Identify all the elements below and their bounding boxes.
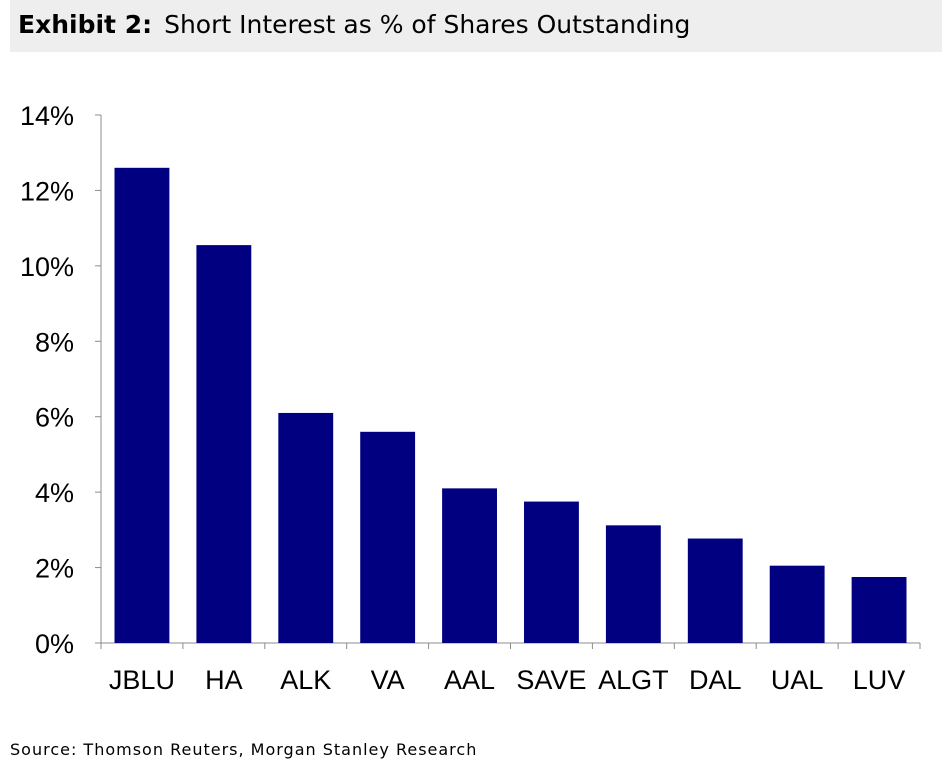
exhibit-label: Exhibit 2: bbox=[18, 10, 153, 39]
x-axis bbox=[100, 642, 921, 649]
bar-algt bbox=[605, 525, 661, 643]
x-tick-label: AAL bbox=[444, 665, 495, 695]
x-tick-label: HA bbox=[205, 665, 243, 695]
exhibit-header bbox=[10, 0, 942, 52]
x-tick-label: SAVE bbox=[516, 665, 586, 695]
bar-chart: 0% 2% 4% 6% 8% 10% 12% 14% JBLU HA ALK VA AAL SAVE AL… bbox=[20, 101, 921, 695]
bar-luv bbox=[851, 577, 907, 643]
x-tick-label: ALK bbox=[280, 665, 331, 695]
bar-alk bbox=[278, 412, 334, 643]
bar-jblu bbox=[114, 167, 170, 644]
x-tick-label: DAL bbox=[689, 665, 742, 695]
x-tick-label: ALGT bbox=[598, 665, 669, 695]
bar-va bbox=[360, 431, 416, 643]
bars bbox=[114, 167, 907, 644]
bar-ual bbox=[769, 565, 825, 643]
y-tick-label: 0% bbox=[35, 629, 74, 659]
x-tick-labels: JBLU HA ALK VA AAL SAVE ALGT DAL UAL LUV bbox=[109, 665, 905, 695]
y-tick-label: 4% bbox=[35, 478, 74, 508]
y-tick-label: 2% bbox=[35, 554, 74, 584]
source-note: Source: Thomson Reuters, Morgan Stanley … bbox=[10, 740, 478, 759]
x-tick-label: LUV bbox=[853, 665, 906, 695]
y-tick-label: 10% bbox=[20, 252, 74, 282]
y-axis: 0% 2% 4% 6% 8% 10% 12% 14% bbox=[20, 101, 102, 659]
x-tick-label: UAL bbox=[771, 665, 824, 695]
y-tick-label: 6% bbox=[35, 403, 74, 433]
bar-aal bbox=[442, 488, 497, 643]
y-tick-label: 12% bbox=[20, 176, 74, 206]
y-tick-label: 14% bbox=[20, 101, 74, 131]
bar-ha bbox=[196, 245, 252, 643]
bar-save bbox=[524, 501, 579, 643]
chart-title: Short Interest as % of Shares Outstandin… bbox=[164, 10, 691, 39]
bar-dal bbox=[687, 538, 743, 643]
x-tick-label: VA bbox=[371, 665, 405, 695]
exhibit-title: Exhibit 2: Short Interest as % of Shares … bbox=[18, 10, 690, 39]
y-tick-label: 8% bbox=[35, 327, 74, 357]
x-tick-label: JBLU bbox=[109, 665, 175, 695]
